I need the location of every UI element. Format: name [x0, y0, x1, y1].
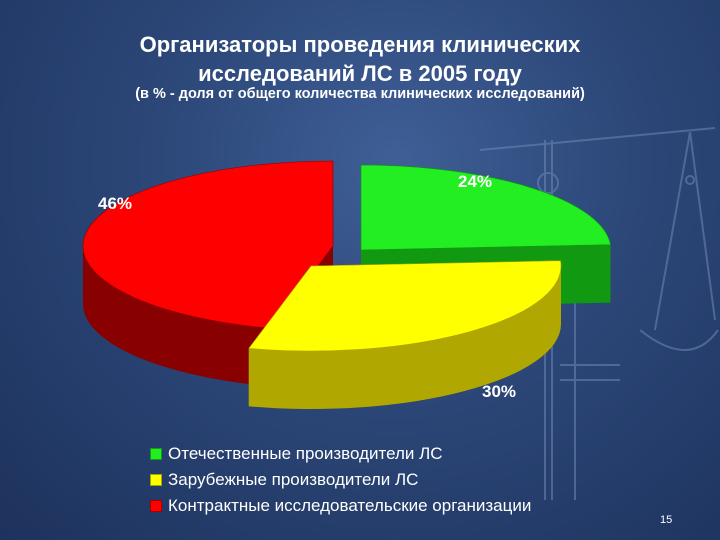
- pie-top-domestic: [360, 164, 611, 251]
- pie-top-contract: [82, 160, 334, 329]
- legend-item-domestic: Отечественные производители ЛС: [150, 441, 590, 467]
- legend-item-contract: Контрактные исследовательские организаци…: [150, 493, 590, 519]
- legend-label-contract: Контрактные исследовательские организаци…: [168, 496, 532, 515]
- chart-legend: Отечественные производители ЛС Зарубежны…: [150, 441, 590, 519]
- legend-label-foreign: Зарубежные производители ЛС: [168, 470, 419, 489]
- data-label-contract: 46%: [98, 194, 133, 213]
- legend-item-foreign: Зарубежные производители ЛС: [150, 467, 590, 493]
- legend-label-domestic: Отечественные производители ЛС: [168, 444, 443, 463]
- slide-subtitle: (в % - доля от общего количества клиниче…: [135, 86, 585, 102]
- data-label-foreign: 30%: [482, 382, 517, 401]
- pie-side-contract: [83, 246, 271, 387]
- legend-swatch-contract: [150, 500, 162, 512]
- pie-side-foreign: [248, 266, 562, 409]
- slide-title-line-2: исследований ЛС в 2005 году: [198, 61, 522, 86]
- data-label-domestic: 24%: [458, 172, 493, 191]
- page-number: 15: [660, 514, 673, 526]
- pie-slice-foreign: [248, 260, 562, 409]
- slide-title-line-1: Организаторы проведения клинических: [139, 32, 581, 57]
- legend-swatch-domestic: [150, 448, 162, 460]
- legend-swatch-foreign: [150, 474, 162, 486]
- pie-top-foreign: [248, 260, 562, 352]
